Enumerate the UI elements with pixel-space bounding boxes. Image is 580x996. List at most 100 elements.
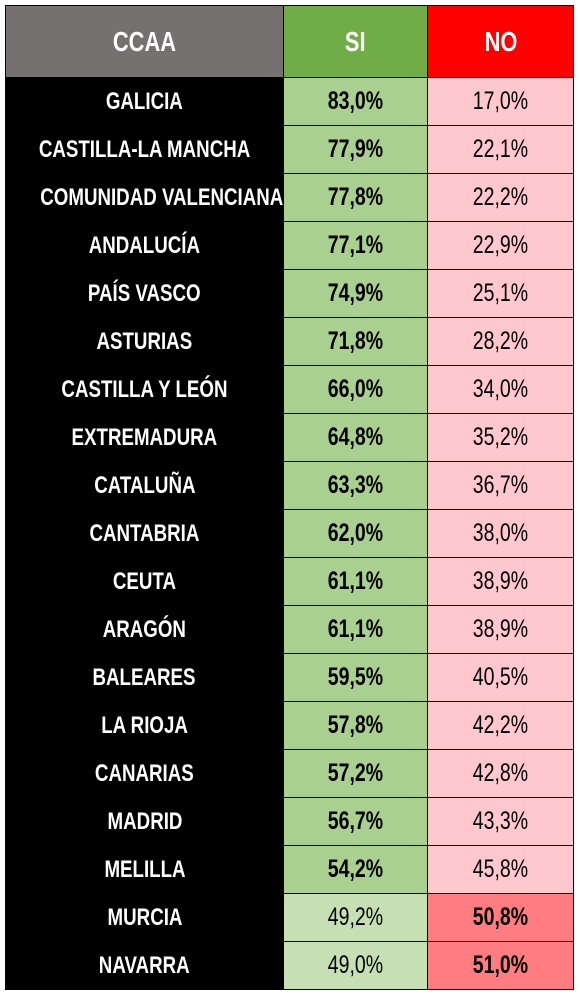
no-value: 45,8%	[427, 845, 574, 894]
no-value: 42,8%	[427, 749, 574, 798]
si-value: 56,7%	[283, 797, 428, 846]
header-cell: SI	[283, 5, 428, 78]
region-text: CANTABRIA	[89, 519, 200, 547]
si-value: 59,5%	[283, 653, 428, 702]
table-row: MADRID 56,7% 43,3%	[5, 797, 574, 846]
si-value: 63,3%	[283, 461, 428, 510]
si-value-text: 77,8%	[327, 183, 384, 211]
si-value-text: 49,2%	[327, 903, 384, 931]
si-value-text: 63,3%	[327, 471, 384, 499]
region: NAVARRA	[5, 941, 284, 990]
header-cell: CCAA	[5, 5, 284, 78]
si-value-text: 61,1%	[327, 567, 384, 595]
no-value: 43,3%	[427, 797, 574, 846]
si-value: 71,8%	[283, 317, 428, 366]
no-value: 42,2%	[427, 701, 574, 750]
region-text: CANARIAS	[95, 759, 194, 787]
si-value: 54,2%	[283, 845, 428, 894]
no-value: 22,9%	[427, 221, 574, 270]
no-value: 38,9%	[427, 557, 574, 606]
no-value-text: 43,3%	[472, 807, 529, 835]
table-row: CASTILLA Y LEÓN 66,0% 34,0%	[5, 365, 574, 414]
no-value-text: 17,0%	[472, 87, 529, 115]
table-body: GALICIA 83,0% 17,0% CASTILLA-LA MANCHA 77,9%…	[5, 77, 574, 990]
region-text: NAVARRA	[99, 951, 190, 979]
no-value-text: 40,5%	[472, 663, 529, 691]
table-row: CANARIAS 57,2% 42,8%	[5, 749, 574, 798]
no-value-text: 35,2%	[472, 423, 529, 451]
header-cell-text: NO	[484, 25, 517, 57]
si-value: 49,2%	[283, 893, 428, 942]
region-text: CASTILLA-LA MANCHA	[38, 135, 251, 163]
no-value-text: 22,1%	[472, 135, 529, 163]
region: CANTABRIA	[5, 509, 284, 558]
no-value-text: 34,0%	[472, 375, 529, 403]
si-value-text: 66,0%	[327, 375, 384, 403]
no-value-text: 36,7%	[472, 471, 529, 499]
table-row: NAVARRA 49,0% 51,0%	[5, 941, 574, 990]
no-value: 28,2%	[427, 317, 574, 366]
si-value: 61,1%	[283, 605, 428, 654]
si-value-text: 49,0%	[327, 951, 384, 979]
region-text: CATALUÑA	[93, 471, 196, 499]
region: ASTURIAS	[5, 317, 284, 366]
region-text: MADRID	[107, 807, 182, 835]
region-text: CASTILLA Y LEÓN	[61, 375, 228, 403]
header-cell-text: SI	[345, 25, 366, 57]
si-value: 62,0%	[283, 509, 428, 558]
region-text: MURCIA	[107, 903, 182, 931]
table-row: ASTURIAS 71,8% 28,2%	[5, 317, 574, 366]
region: CEUTA	[5, 557, 284, 606]
table-row: COMUNIDAD VALENCIANA 77,8% 22,2%	[5, 173, 574, 222]
region: CATALUÑA	[5, 461, 284, 510]
si-value-text: 54,2%	[327, 855, 384, 883]
no-value: 50,8%	[427, 893, 574, 942]
table-row: GALICIA 83,0% 17,0%	[5, 77, 574, 126]
table-row: MELILLA 54,2% 45,8%	[5, 845, 574, 894]
no-value: 25,1%	[427, 269, 574, 318]
region: ARAGÓN	[5, 605, 284, 654]
no-value-text: 28,2%	[472, 327, 529, 355]
region: CANARIAS	[5, 749, 284, 798]
table-row: ARAGÓN 61,1% 38,9%	[5, 605, 574, 654]
header-cell: NO	[427, 5, 574, 78]
no-value-text: 45,8%	[472, 855, 529, 883]
region: EXTREMADURA	[5, 413, 284, 462]
si-value: 57,8%	[283, 701, 428, 750]
si-value: 74,9%	[283, 269, 428, 318]
region: CASTILLA Y LEÓN	[5, 365, 284, 414]
region: CASTILLA-LA MANCHA	[5, 125, 284, 174]
region: PAÍS VASCO	[5, 269, 284, 318]
header-cell-text: CCAA	[112, 25, 177, 57]
si-value-text: 57,2%	[327, 759, 384, 787]
si-value-text: 61,1%	[327, 615, 384, 643]
no-value-text: 22,2%	[472, 183, 529, 211]
si-value-text: 77,9%	[327, 135, 384, 163]
si-value: 64,8%	[283, 413, 428, 462]
si-value-text: 57,8%	[327, 711, 384, 739]
region-text: BALEARES	[93, 663, 196, 691]
region: MELILLA	[5, 845, 284, 894]
header-row: CCAA SI NO	[5, 5, 574, 78]
si-value: 61,1%	[283, 557, 428, 606]
no-value-text: 38,9%	[472, 615, 529, 643]
no-value: 34,0%	[427, 365, 574, 414]
no-value-text: 42,8%	[472, 759, 529, 787]
no-value-text: 50,8%	[472, 903, 529, 931]
si-value: 57,2%	[283, 749, 428, 798]
region-text: ANDALUCÍA	[88, 231, 201, 259]
no-value: 22,2%	[427, 173, 574, 222]
results-table: CCAA SI NO GALICIA 83,0% 17,0% CASTILLA-LA MA…	[5, 5, 574, 990]
region-text: LA RIOJA	[101, 711, 188, 739]
si-value-text: 56,7%	[327, 807, 384, 835]
no-value-text: 22,9%	[472, 231, 529, 259]
no-value: 38,9%	[427, 605, 574, 654]
si-value-text: 62,0%	[327, 519, 384, 547]
si-value-text: 77,1%	[327, 231, 384, 259]
si-value: 49,0%	[283, 941, 428, 990]
no-value: 35,2%	[427, 413, 574, 462]
region: MURCIA	[5, 893, 284, 942]
region: LA RIOJA	[5, 701, 284, 750]
no-value: 51,0%	[427, 941, 574, 990]
si-value: 77,8%	[283, 173, 428, 222]
